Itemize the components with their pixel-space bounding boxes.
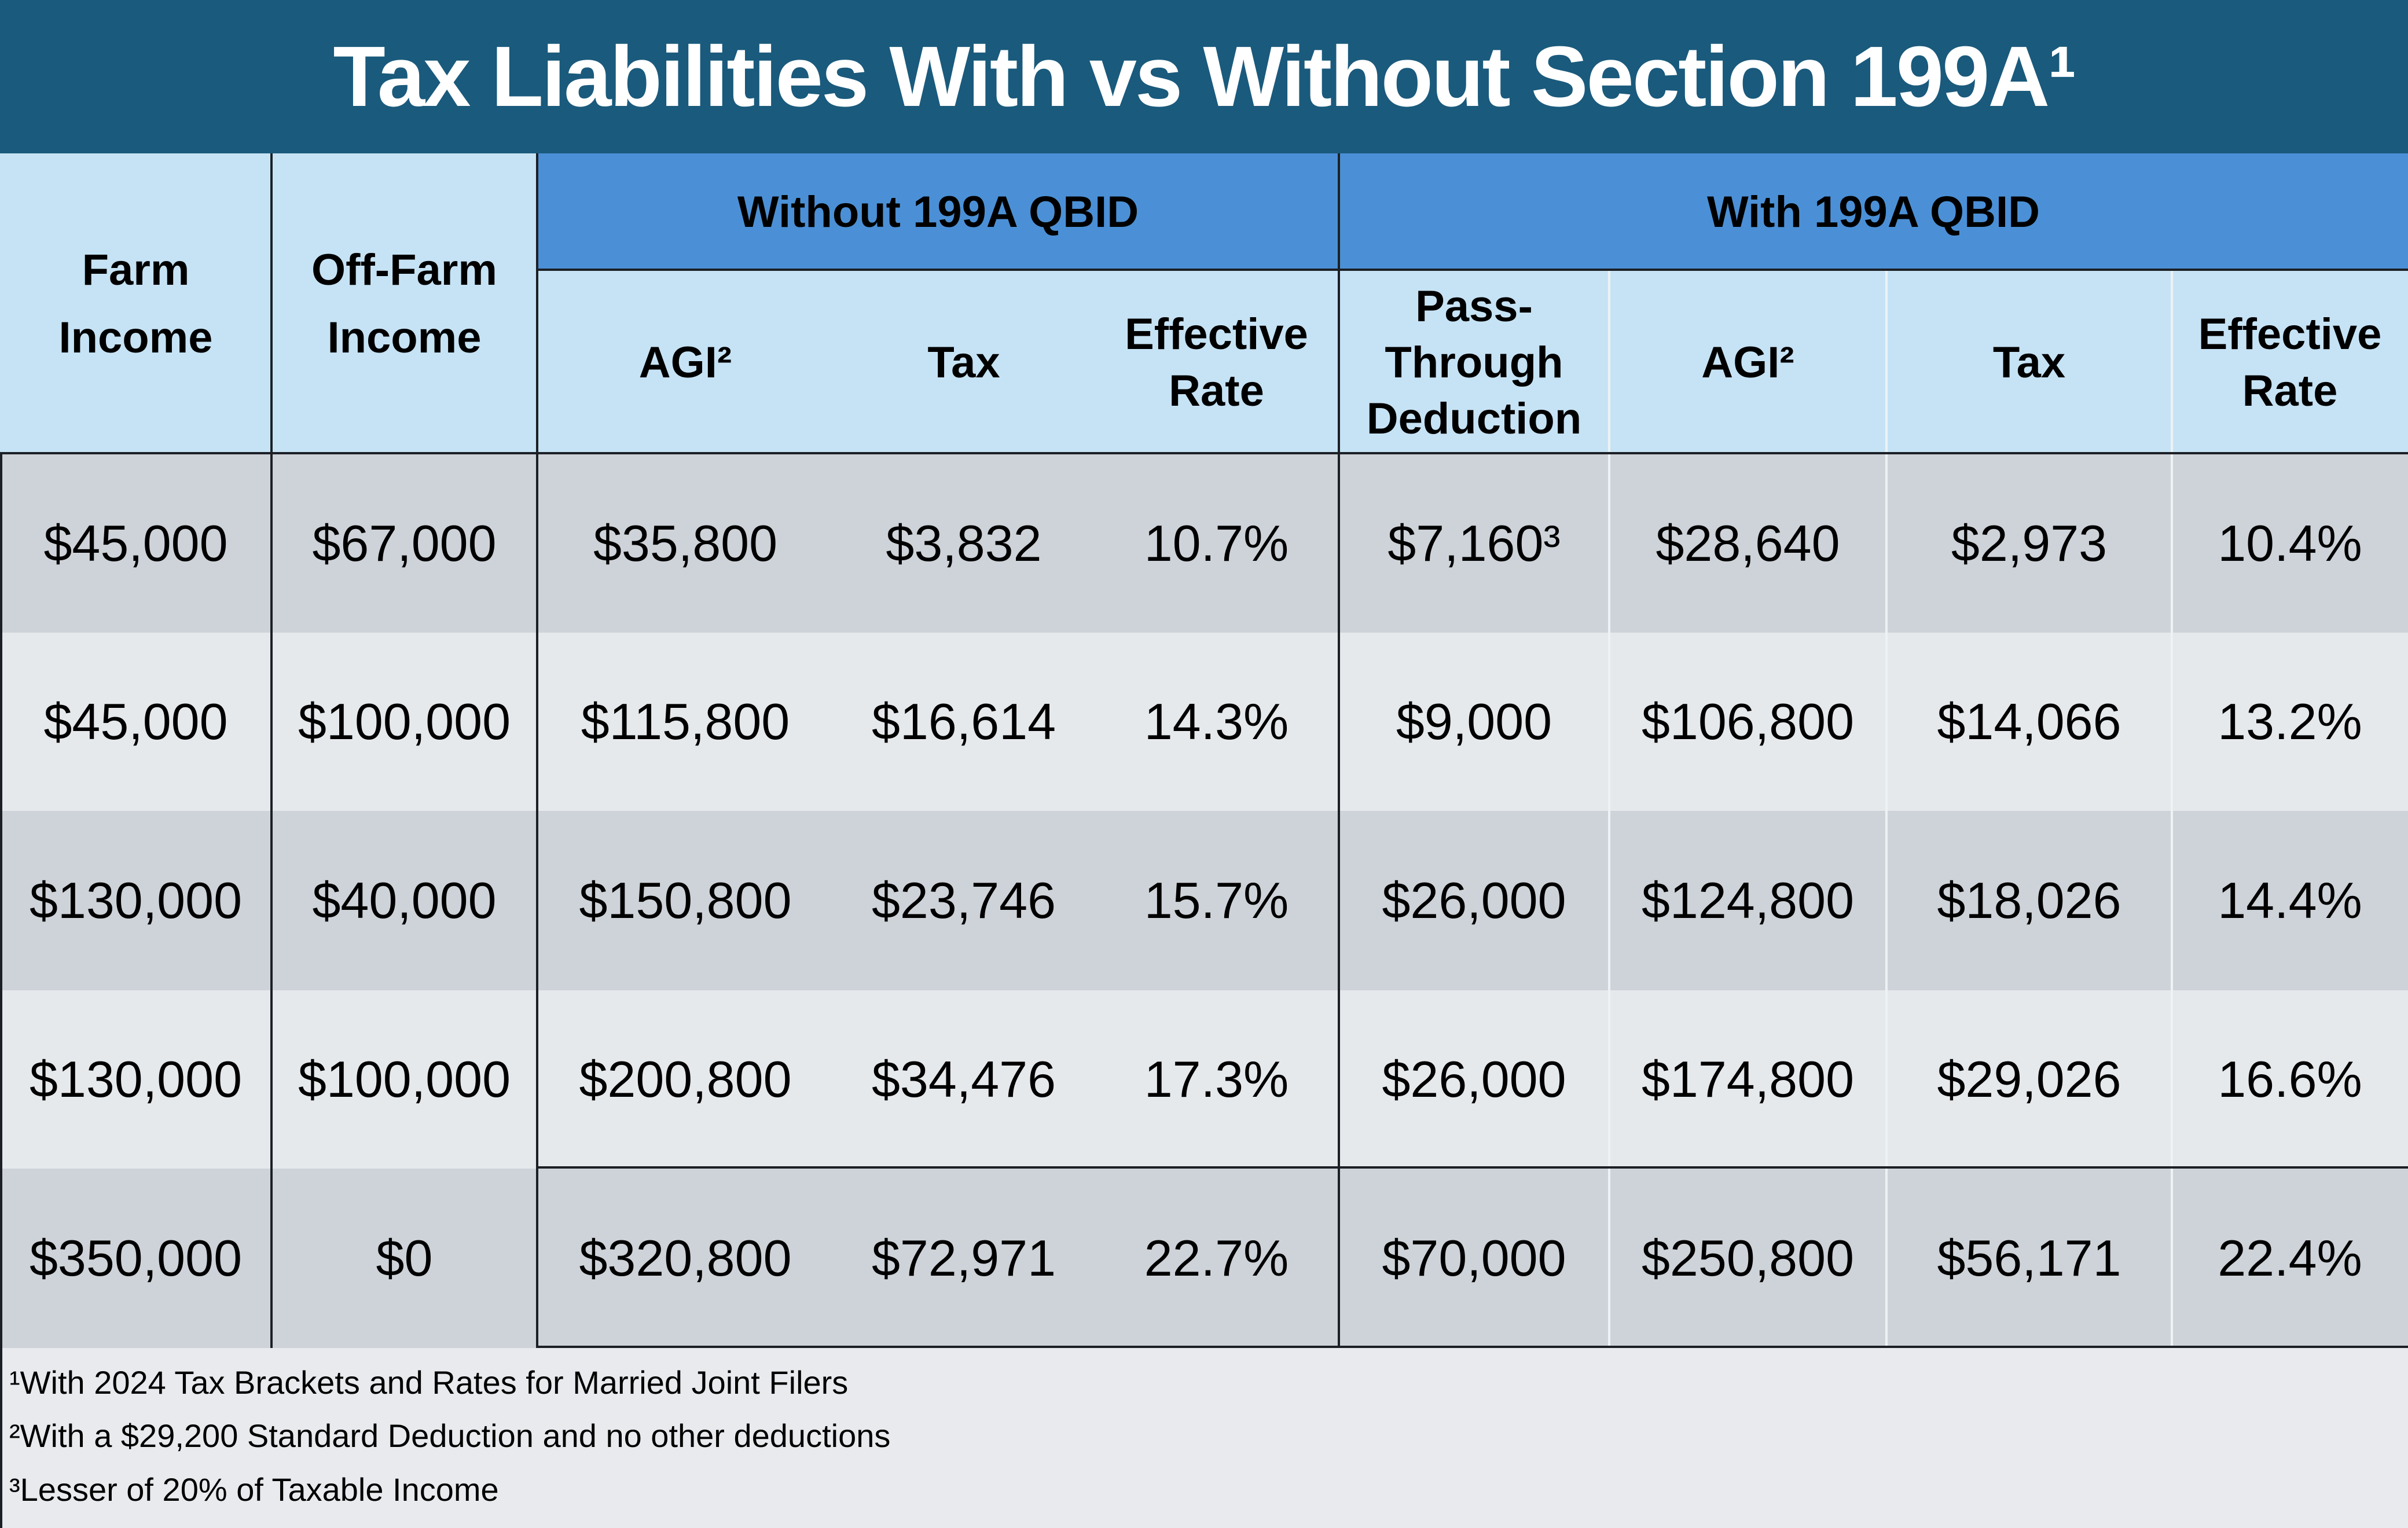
v-divider xyxy=(1885,271,1888,1348)
table-cell: 14.4% xyxy=(2172,811,2408,990)
table-cell: 13.2% xyxy=(2172,633,2408,811)
table-cell: $16,614 xyxy=(834,633,1094,811)
footnote-line: ³Lesser of 20% of Taxable Income xyxy=(9,1471,499,1508)
table-cell: $45,000 xyxy=(0,633,271,811)
table-cell: $100,000 xyxy=(271,990,537,1169)
table-cell: $40,000 xyxy=(271,811,537,990)
table-cell: $106,800 xyxy=(1609,633,1886,811)
table-cell: $250,800 xyxy=(1609,1169,1886,1348)
h-divider xyxy=(536,1346,2408,1348)
v-divider xyxy=(2171,271,2173,1348)
table-cell: 10.7% xyxy=(1094,454,1339,633)
table-cell: $7,160³ xyxy=(1339,454,1609,633)
table-cell: $67,000 xyxy=(271,454,537,633)
table-cell: $26,000 xyxy=(1339,990,1609,1169)
h-divider xyxy=(536,269,2408,271)
table-cell: $56,171 xyxy=(1886,1169,2172,1348)
footnotes: ¹With 2024 Tax Brackets and Rates for Ma… xyxy=(0,1348,2408,1528)
table-cell: $72,971 xyxy=(834,1169,1094,1348)
left-border xyxy=(0,454,2,1528)
table-cell: $130,000 xyxy=(0,811,271,990)
table-cell: $18,026 xyxy=(1886,811,2172,990)
table-cell: $115,800 xyxy=(537,633,834,811)
table-cell: $150,800 xyxy=(537,811,834,990)
table-cell: $350,000 xyxy=(0,1169,271,1348)
page-title: Tax Liabilities With vs Without Section … xyxy=(0,0,2408,153)
table-cell: $26,000 xyxy=(1339,811,1609,990)
table-cell: $2,973 xyxy=(1886,454,2172,633)
v-divider xyxy=(1338,153,1340,1348)
table-cell: $174,800 xyxy=(1609,990,1886,1169)
footnote-line: ²With a $29,200 Standard Deduction and n… xyxy=(9,1417,891,1454)
table-cell: 17.3% xyxy=(1094,990,1339,1169)
column-header-farm-income: Farm Income xyxy=(0,153,271,454)
v-divider xyxy=(536,153,538,1348)
column-header-agi-without: AGI² xyxy=(537,271,834,454)
table-cell: $124,800 xyxy=(1609,811,1886,990)
group-header-without-199a-qbid: Without 199A QBID xyxy=(537,153,1339,271)
table-cell: $45,000 xyxy=(0,454,271,633)
table-cell: 10.4% xyxy=(2172,454,2408,633)
table-cell: $29,026 xyxy=(1886,990,2172,1169)
table-cell: $130,000 xyxy=(0,990,271,1169)
table-cell: 22.4% xyxy=(2172,1169,2408,1348)
table-cell: $9,000 xyxy=(1339,633,1609,811)
table-cell: $200,800 xyxy=(537,990,834,1169)
v-divider xyxy=(270,153,273,1348)
h-divider xyxy=(0,452,2408,454)
column-header-pass-through-deduction: Pass- Through Deduction xyxy=(1339,271,1609,454)
column-header-effective-rate-with: Effective Rate xyxy=(2172,271,2408,454)
column-header-agi-with: AGI² xyxy=(1609,271,1886,454)
column-header-off-farm-income: Off-Farm Income xyxy=(271,153,537,454)
table-cell: $35,800 xyxy=(537,454,834,633)
table-cell: 14.3% xyxy=(1094,633,1339,811)
table-cell: $320,800 xyxy=(537,1169,834,1348)
table-cell: $0 xyxy=(271,1169,537,1348)
table-cell: $34,476 xyxy=(834,990,1094,1169)
table-cell: 16.6% xyxy=(2172,990,2408,1169)
table-cell: $100,000 xyxy=(271,633,537,811)
column-header-tax-with: Tax xyxy=(1886,271,2172,454)
v-divider xyxy=(1608,271,1610,1348)
table-cell: 15.7% xyxy=(1094,811,1339,990)
table-cell: $23,746 xyxy=(834,811,1094,990)
table-cell: $3,832 xyxy=(834,454,1094,633)
h-divider xyxy=(536,1166,2408,1169)
table-cell: $70,000 xyxy=(1339,1169,1609,1348)
column-header-tax-without: Tax xyxy=(834,271,1094,454)
table-cell: 22.7% xyxy=(1094,1169,1339,1348)
footnote-line: ¹With 2024 Tax Brackets and Rates for Ma… xyxy=(9,1364,849,1401)
group-header-with-199a-qbid: With 199A QBID xyxy=(1339,153,2408,271)
column-header-effective-rate-without: Effective Rate xyxy=(1094,271,1339,454)
table-cell: $14,066 xyxy=(1886,633,2172,811)
table-cell: $28,640 xyxy=(1609,454,1886,633)
